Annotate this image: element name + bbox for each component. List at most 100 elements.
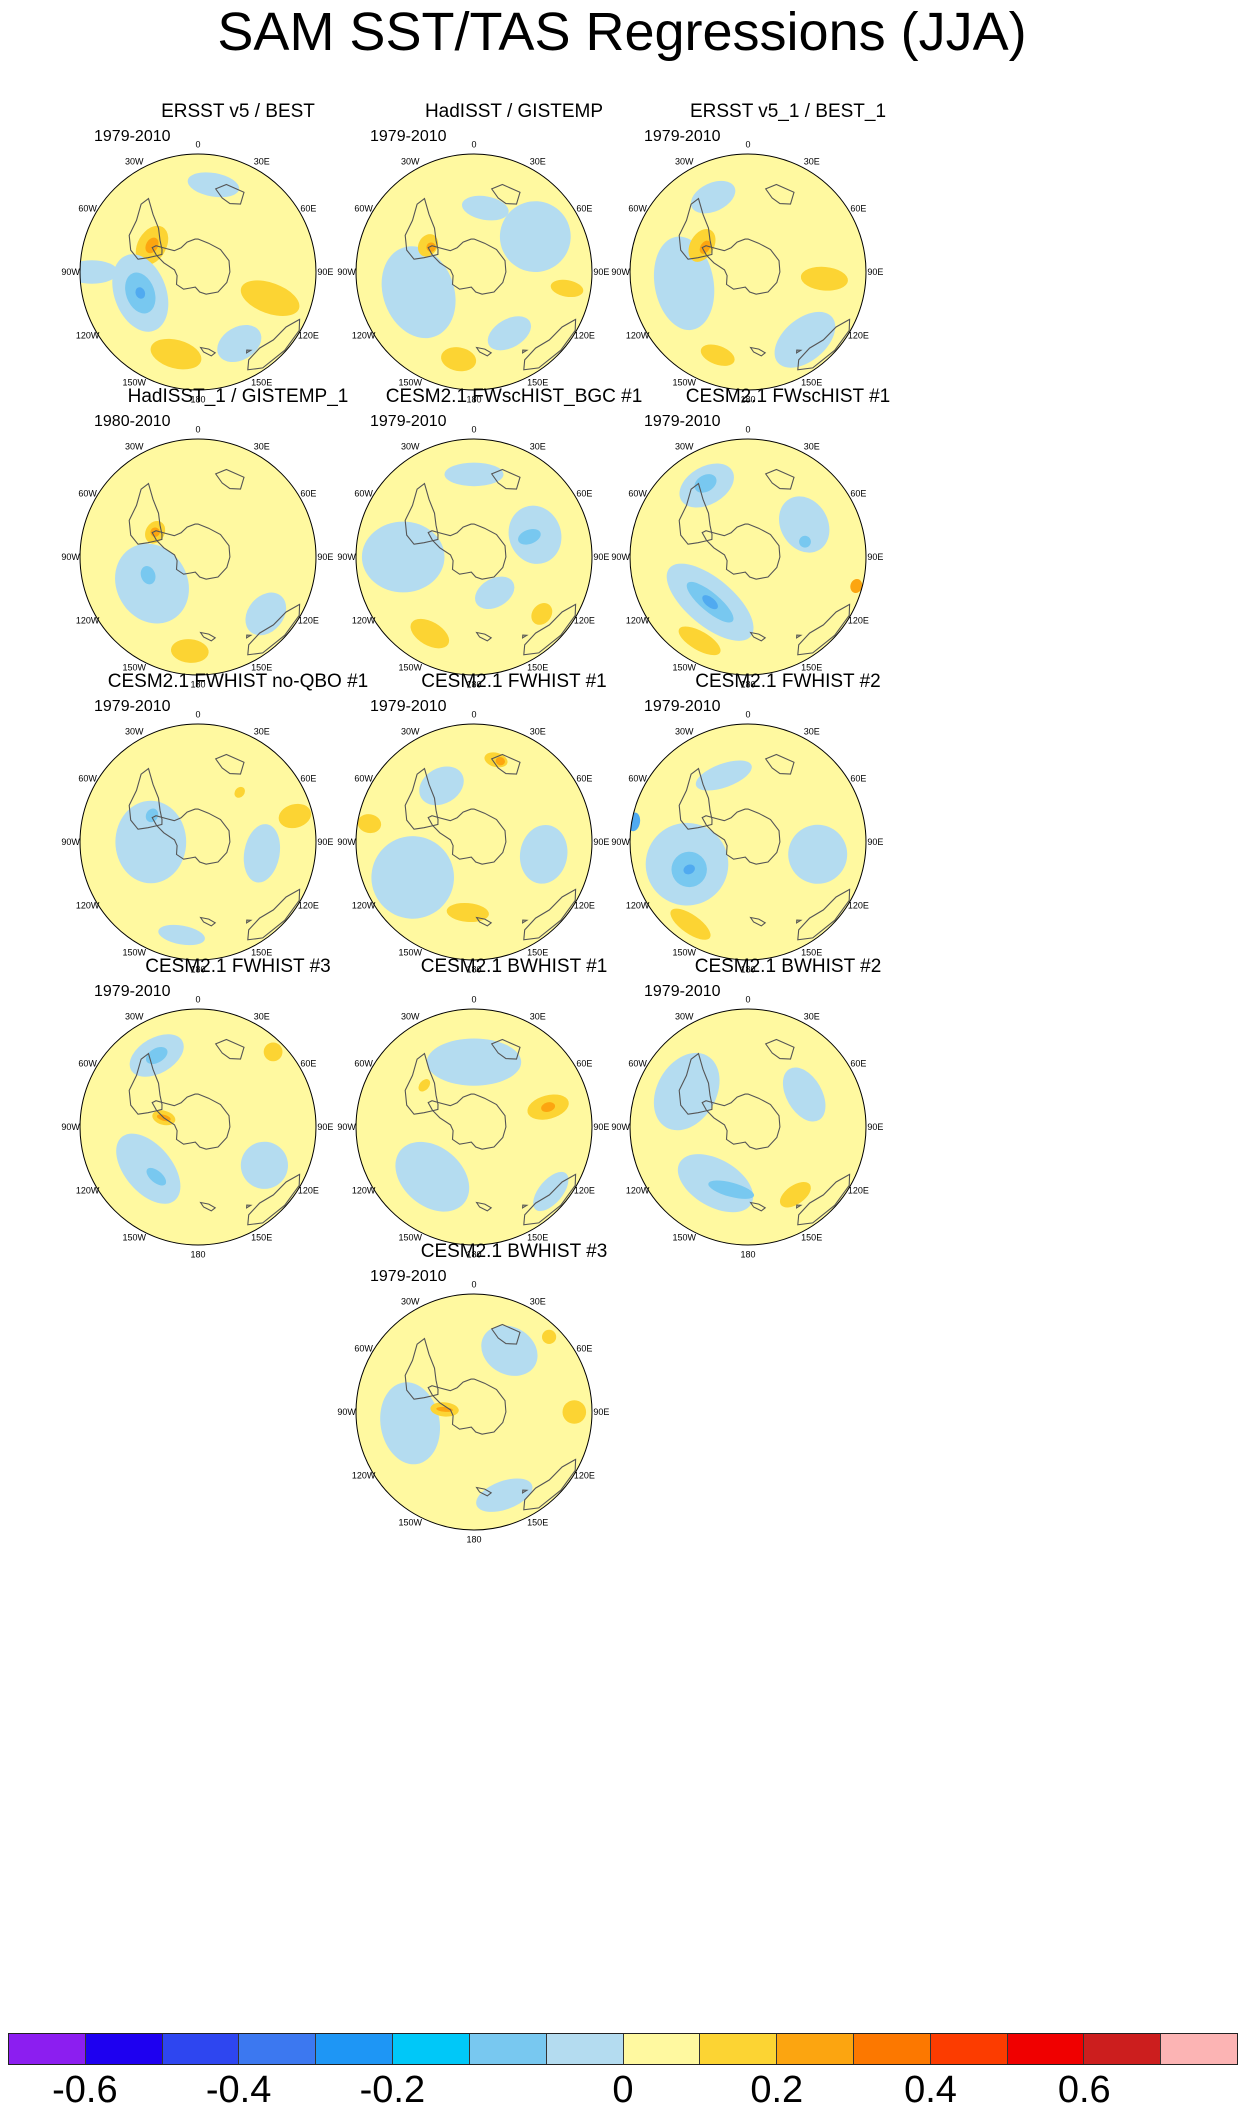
anomaly-patch: [653, 1052, 720, 1131]
longitude-label: 150E: [251, 377, 272, 387]
longitude-label: 0: [195, 425, 200, 435]
panel-title: ERSST v5_1 / BEST_1: [689, 101, 887, 122]
longitude-label: 120W: [352, 616, 376, 626]
australia-coastline: [247, 603, 301, 656]
map-panel: CESM2.1 FWscHIST #1 1979-2010 0 30E 60E 90E 12…: [611, 385, 1018, 775]
anomaly-patch: [146, 1167, 167, 1186]
antarctica-coastline: [427, 1378, 507, 1435]
map-panel: CESM2.1 BWHIST #3 1979-2010 0 30E 60E 90E 120E…: [337, 1240, 744, 1630]
new-zealand-coastline: [475, 916, 493, 927]
map-panel: CESM2.1 BWHIST #2 1979-2010 0 30E 60E 90E 120E…: [611, 955, 1018, 1345]
africa-coastline: [764, 183, 795, 205]
longitude-label: 150E: [801, 1232, 822, 1242]
longitude-label: 150W: [399, 947, 423, 957]
longitude-label: 120E: [574, 1471, 595, 1481]
anomaly-patch: [158, 924, 205, 946]
anomaly-patch: [217, 324, 262, 363]
anomaly-patch: [418, 1079, 431, 1092]
colorbar-box: [469, 2034, 547, 2064]
longitude-label: 150W: [673, 1232, 697, 1242]
tasmania-coastline: [795, 349, 803, 354]
map-panel: CESM2.1 FWscHIST_BGC #1 1979-2010 0 30E 60E 9…: [337, 385, 744, 775]
longitude-label: 120W: [352, 1186, 376, 1196]
anomaly-patch: [670, 908, 711, 940]
antarctica-coastline: [701, 238, 781, 295]
longitude-label: 90W: [611, 267, 630, 277]
longitude-label: 90W: [337, 1122, 356, 1132]
panel-period: 1979-2010: [94, 983, 171, 1000]
longitude-label: 180: [190, 679, 205, 689]
australia-coastline: [797, 603, 851, 656]
anomaly-patch: [263, 1042, 283, 1062]
australia-coastline: [247, 318, 301, 371]
new-zealand-coastline: [199, 1201, 217, 1212]
south-america-coastline: [678, 482, 713, 545]
colorbar: [8, 2033, 1238, 2065]
longitude-label: 180: [740, 394, 755, 404]
longitude-label: 120E: [574, 901, 595, 911]
new-zealand-coastline: [475, 631, 493, 642]
longitude-label: 180: [740, 679, 755, 689]
longitude-label: 30W: [125, 157, 144, 167]
south-america-coastline: [404, 767, 439, 830]
longitude-label: 0: [471, 140, 476, 150]
longitude-label: 150E: [527, 377, 548, 387]
south-america-coastline: [404, 482, 439, 545]
longitude-label: 150E: [251, 947, 272, 957]
colorbar-tick-label: 0.2: [750, 2069, 804, 2111]
map-border: [79, 1008, 317, 1246]
anomaly-patch: [690, 180, 736, 214]
anomaly-patch: [187, 172, 240, 198]
anomaly-patch: [245, 592, 287, 636]
anomaly-patch: [145, 1046, 168, 1065]
longitude-label: 0: [745, 140, 750, 150]
longitude-label: 60E: [576, 773, 592, 783]
anomaly-patch: [426, 1038, 522, 1086]
panel-period: 1979-2010: [370, 1268, 447, 1285]
colorbar-box: [700, 2034, 778, 2064]
anomaly-patch: [380, 1382, 441, 1465]
anomaly-patch: [446, 902, 489, 923]
anomaly-patch: [115, 800, 187, 884]
africa-coastline: [490, 753, 521, 775]
colorbar-box: [239, 2034, 317, 2064]
map-background: [630, 439, 866, 675]
panel-period: 1979-2010: [370, 413, 447, 430]
panel-period: 1980-2010: [94, 413, 171, 430]
longitude-label: 60E: [576, 1343, 592, 1353]
tasmania-coastline: [245, 349, 253, 354]
longitude-label: 0: [471, 710, 476, 720]
anomaly-patch: [700, 344, 735, 366]
anomaly-patch: [243, 824, 281, 883]
map-border: [629, 438, 867, 676]
map-background: [80, 1009, 316, 1245]
anomaly-patch: [240, 1141, 289, 1189]
longitude-label: 60E: [850, 488, 866, 498]
longitude-label: 180: [466, 394, 481, 404]
longitude-label: 0: [471, 425, 476, 435]
antarctica-coastline: [701, 523, 781, 580]
south-america-coastline: [678, 767, 713, 830]
anomaly-patch: [779, 1181, 811, 1208]
map-border: [355, 1008, 593, 1246]
longitude-label: 120W: [626, 901, 650, 911]
colorbar-tick-label: 0: [612, 2069, 634, 2111]
longitude-label: 120E: [574, 1186, 595, 1196]
panel-period: 1979-2010: [370, 128, 447, 145]
longitude-label: 90E: [867, 837, 883, 847]
anomaly-patch: [782, 1067, 826, 1122]
longitude-label: 150E: [527, 1232, 548, 1242]
tasmania-coastline: [245, 1204, 253, 1209]
longitude-label: 120W: [352, 331, 376, 341]
longitude-label: 30E: [254, 727, 270, 737]
longitude-label: 120W: [76, 901, 100, 911]
anomaly-patch: [541, 1102, 556, 1112]
longitude-label: 60E: [850, 1058, 866, 1068]
longitude-label: 150W: [399, 662, 423, 672]
antarctica-coastline: [427, 238, 507, 295]
australia-coastline: [523, 888, 577, 941]
map-panel: CESM2.1 FWHIST #3 1979-2010 0 30E 60E 90E 120E…: [61, 955, 468, 1345]
longitude-label: 90E: [593, 837, 609, 847]
longitude-label: 0: [195, 710, 200, 720]
map-background: [80, 439, 316, 675]
